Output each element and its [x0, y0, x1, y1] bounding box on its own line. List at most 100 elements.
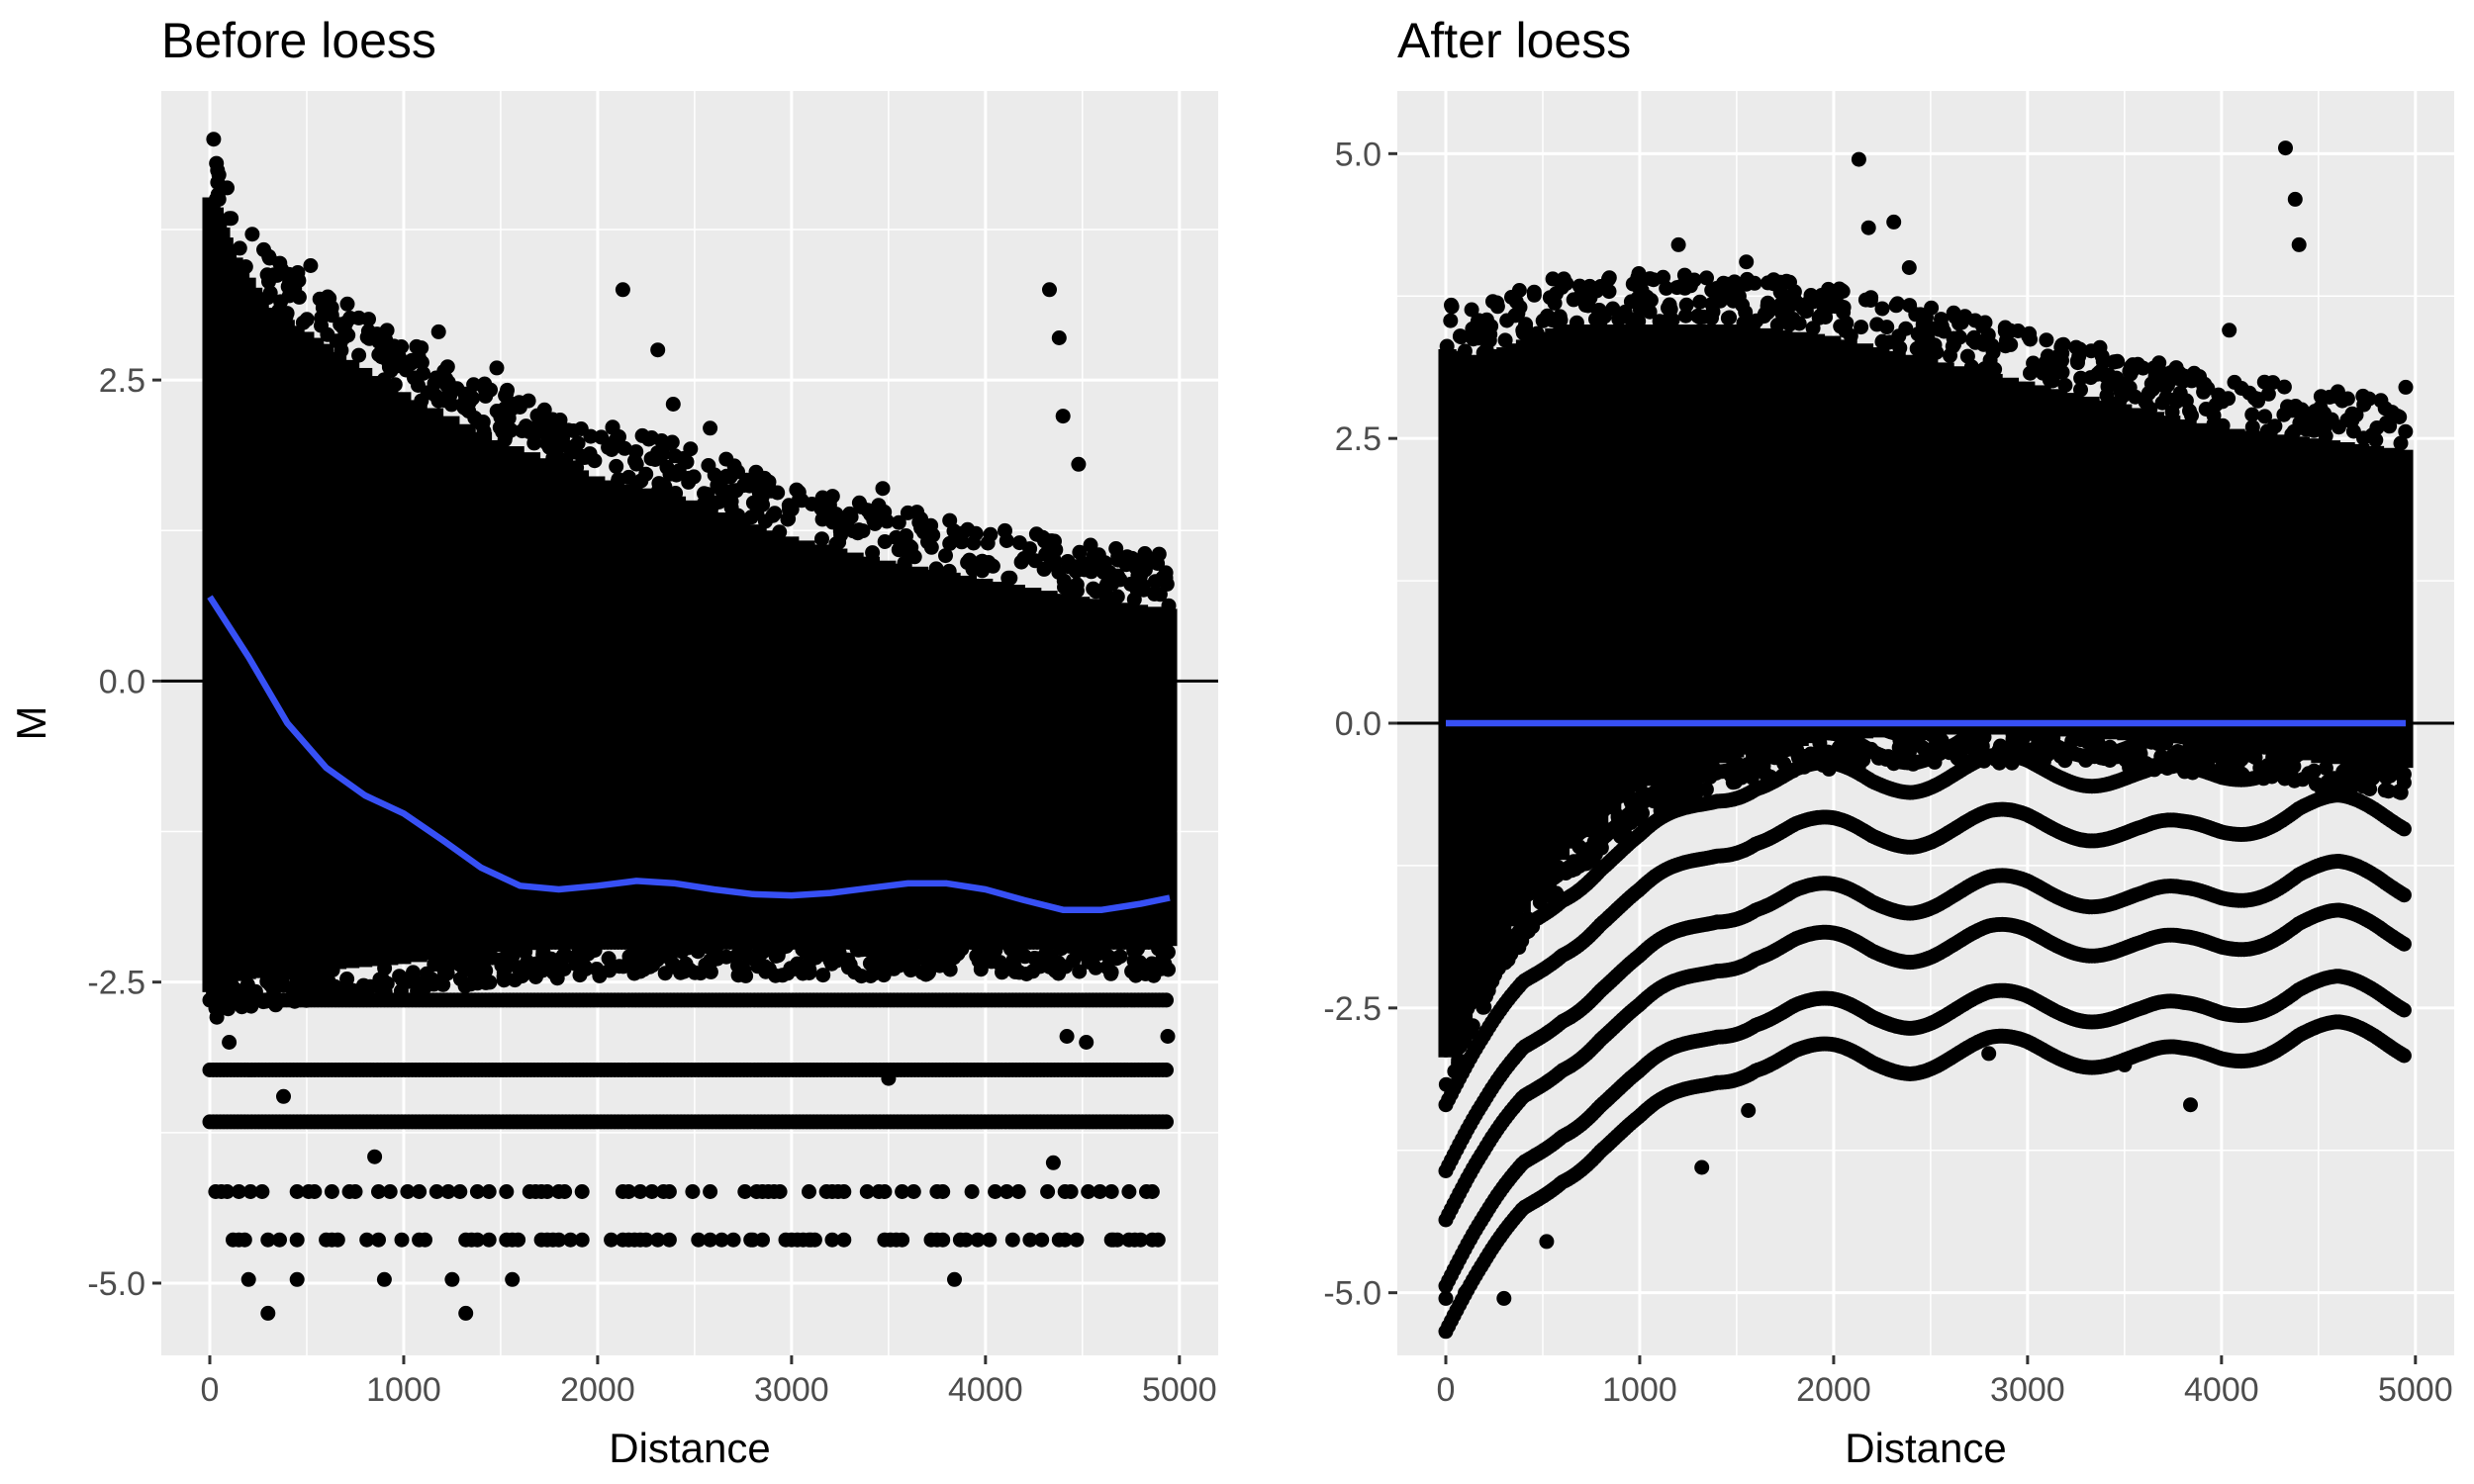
data-point	[1036, 957, 1052, 973]
data-point	[289, 1271, 305, 1287]
data-point	[615, 282, 630, 298]
data-point	[845, 523, 861, 539]
data-point	[765, 508, 781, 523]
data-point	[1042, 282, 1057, 298]
data-point	[628, 456, 644, 472]
data-point	[1150, 1232, 1166, 1248]
data-point	[291, 273, 307, 288]
data-point	[984, 954, 999, 970]
data-point	[819, 510, 835, 526]
data-point	[873, 954, 889, 970]
data-point	[1059, 1029, 1075, 1044]
data-point	[923, 517, 939, 533]
data-point	[463, 976, 479, 992]
data-point	[683, 441, 699, 457]
data-point	[832, 949, 848, 965]
data-point	[725, 1232, 741, 1248]
data-point	[804, 1232, 818, 1248]
data-point	[260, 1305, 276, 1321]
data-point	[557, 1184, 573, 1199]
data-point	[885, 947, 901, 963]
data-point	[376, 1271, 392, 1287]
data-point	[1040, 1184, 1056, 1199]
data-point	[654, 433, 670, 448]
data-point	[791, 485, 807, 500]
data-point	[574, 1232, 590, 1248]
data-point	[935, 1184, 951, 1199]
data-point	[891, 514, 906, 530]
data-point	[1018, 967, 1034, 981]
data-point	[1055, 409, 1071, 424]
data-point	[206, 132, 222, 147]
data-point	[875, 481, 891, 497]
data-point	[710, 477, 725, 493]
data-point	[750, 952, 766, 968]
data-point	[745, 1232, 761, 1248]
data-point	[371, 1232, 386, 1248]
data-point	[780, 966, 796, 981]
data-point	[651, 476, 667, 492]
data-point	[1069, 1232, 1085, 1248]
data-point	[1051, 330, 1067, 345]
data-point	[415, 976, 430, 992]
data-point	[319, 300, 334, 316]
data-point	[347, 1184, 363, 1199]
data-point	[418, 1232, 432, 1248]
data-point	[556, 437, 572, 453]
data-point	[660, 949, 676, 965]
data-point	[224, 211, 239, 227]
data-point	[1101, 565, 1117, 581]
data-point	[383, 363, 399, 379]
data-point	[339, 296, 355, 312]
data-point	[1047, 533, 1062, 549]
data-point	[256, 241, 271, 257]
data-point	[755, 497, 771, 512]
data-point	[608, 433, 623, 449]
data-point	[351, 347, 367, 363]
data-point	[889, 529, 904, 545]
data-point	[935, 1232, 951, 1248]
data-point	[1147, 574, 1163, 590]
data-point	[703, 420, 718, 436]
data-point	[367, 1149, 383, 1164]
data-point	[449, 381, 465, 397]
data-point	[1147, 586, 1163, 602]
data-point	[661, 1184, 677, 1199]
data-point	[512, 400, 527, 415]
data-point	[262, 285, 278, 301]
data-point	[671, 463, 687, 479]
data-point	[938, 548, 953, 564]
data-point	[1103, 1184, 1119, 1199]
data-point	[574, 1184, 590, 1199]
data-point	[570, 435, 586, 451]
data-point	[1090, 946, 1105, 962]
data-point	[481, 1232, 497, 1248]
data-point	[1006, 959, 1022, 974]
data-point	[601, 951, 617, 967]
data-point	[1047, 963, 1063, 978]
data-point	[703, 964, 718, 979]
data-point	[330, 1232, 345, 1248]
data-point	[1071, 456, 1087, 472]
data-point	[729, 948, 745, 964]
data-point	[638, 466, 654, 482]
data-point	[361, 312, 376, 327]
data-point	[687, 965, 703, 980]
data-point	[500, 382, 515, 398]
data-point	[814, 531, 829, 547]
data-point	[1051, 565, 1067, 580]
data-point	[434, 391, 450, 407]
data-point	[494, 958, 510, 974]
data-point	[430, 324, 446, 339]
data-point	[711, 494, 726, 510]
data-point	[802, 1184, 816, 1199]
data-point	[324, 1184, 339, 1199]
data-point	[522, 424, 537, 440]
data-point	[770, 485, 786, 501]
data-point	[239, 976, 255, 992]
data-point	[489, 360, 505, 376]
data-point	[288, 980, 304, 996]
data-point	[1159, 1114, 1174, 1130]
data-point	[625, 948, 641, 964]
panel-1: 0 1000 2000 3000 4000 50002.50.0-2.5-5.0Befor…	[8, 13, 1218, 1471]
